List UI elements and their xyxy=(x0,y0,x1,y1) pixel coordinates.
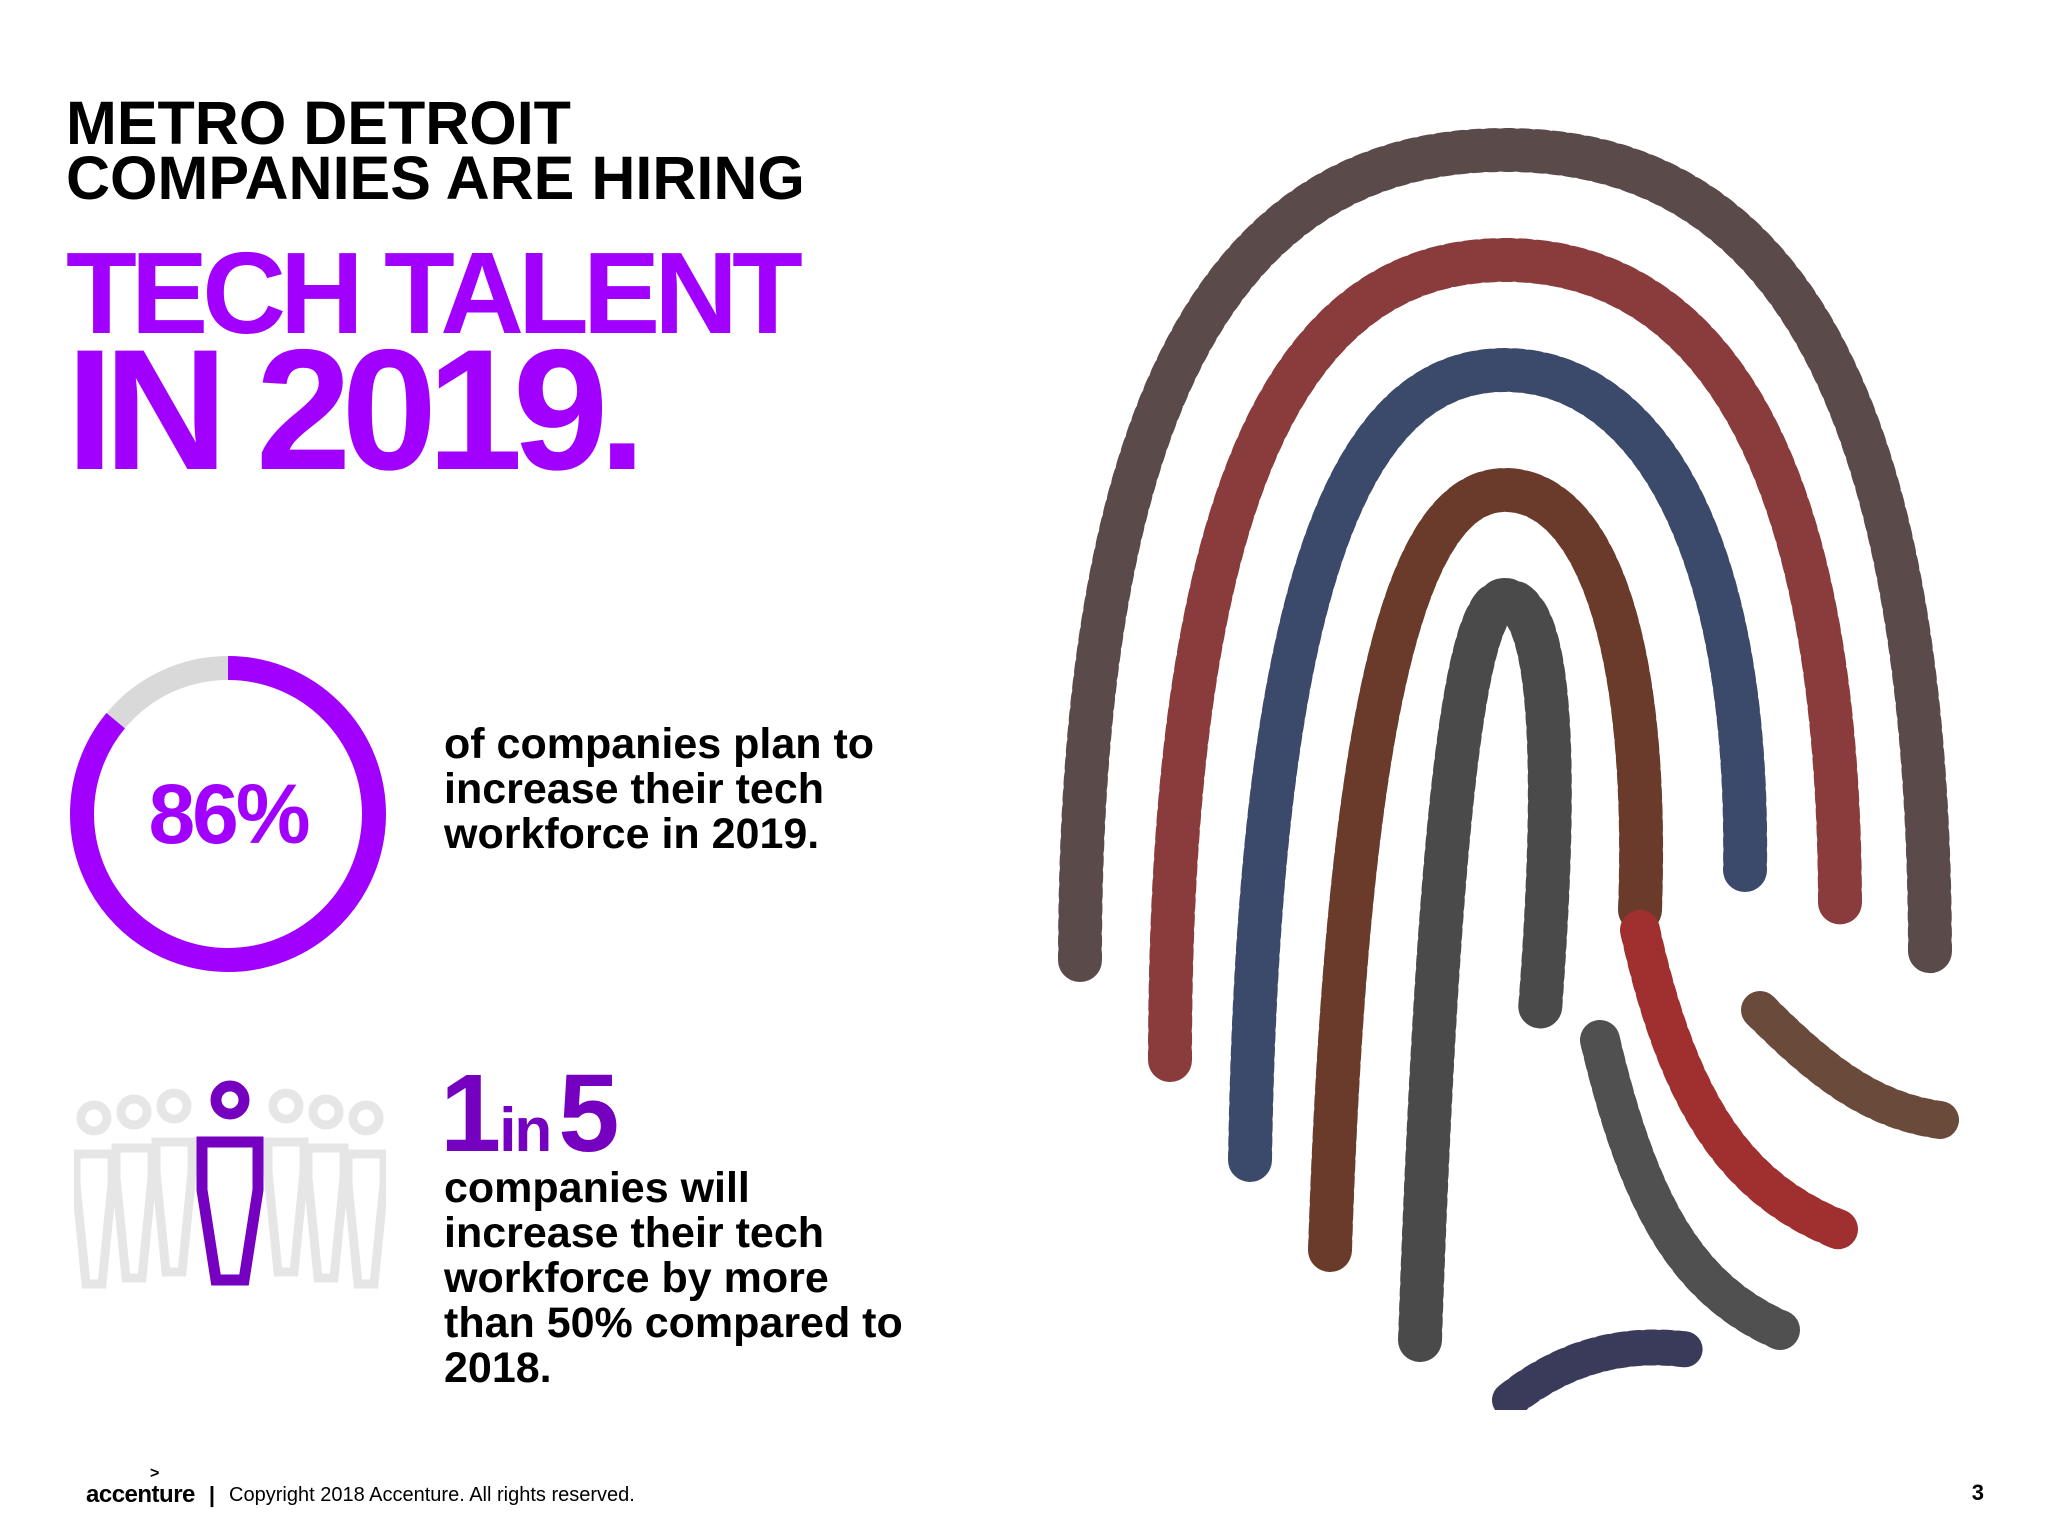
ring-fill xyxy=(70,656,386,972)
crowd-fingerprint-image xyxy=(1058,127,1959,1410)
accenture-logo[interactable]: accenture > xyxy=(86,1465,195,1509)
people-group-icon xyxy=(74,1080,386,1289)
stat-2-description: companies will increase their tech workf… xyxy=(444,1164,903,1392)
page-number: 3 xyxy=(1971,1480,1984,1505)
logo-text: accenture xyxy=(86,1481,195,1508)
highlighted-person xyxy=(196,1080,264,1286)
ratio-in: in xyxy=(499,1096,552,1165)
headline-line-1: METRO DETROIT xyxy=(66,89,571,157)
footer: accenture > | Copyright 2018 Accenture. … xyxy=(86,1465,635,1510)
highlight-line-2: IN 2019. xyxy=(66,314,646,506)
footer-separator: | xyxy=(208,1482,216,1507)
logo-mark-icon: > xyxy=(150,1465,159,1482)
ratio-numerator: 1 xyxy=(440,1052,501,1175)
ratio-denominator: 5 xyxy=(558,1052,619,1175)
donut-progress-icon xyxy=(70,656,386,972)
headline-line-2: COMPANIES ARE HIRING xyxy=(66,144,805,212)
grey-people xyxy=(74,1088,386,1289)
headline: METRO DETROIT COMPANIES ARE HIRING xyxy=(66,89,805,212)
stat-1-description: of companies plan to increase their tech… xyxy=(444,720,875,858)
fingerprint-ridges xyxy=(1058,127,1959,1410)
stat-1-value: 86% xyxy=(148,766,310,861)
highlight-line-1: TECH TALENT xyxy=(66,228,803,358)
copyright-text: Copyright 2018 Accenture. All rights res… xyxy=(229,1483,635,1506)
stat-2-ratio: 1in5 xyxy=(440,1050,620,1177)
